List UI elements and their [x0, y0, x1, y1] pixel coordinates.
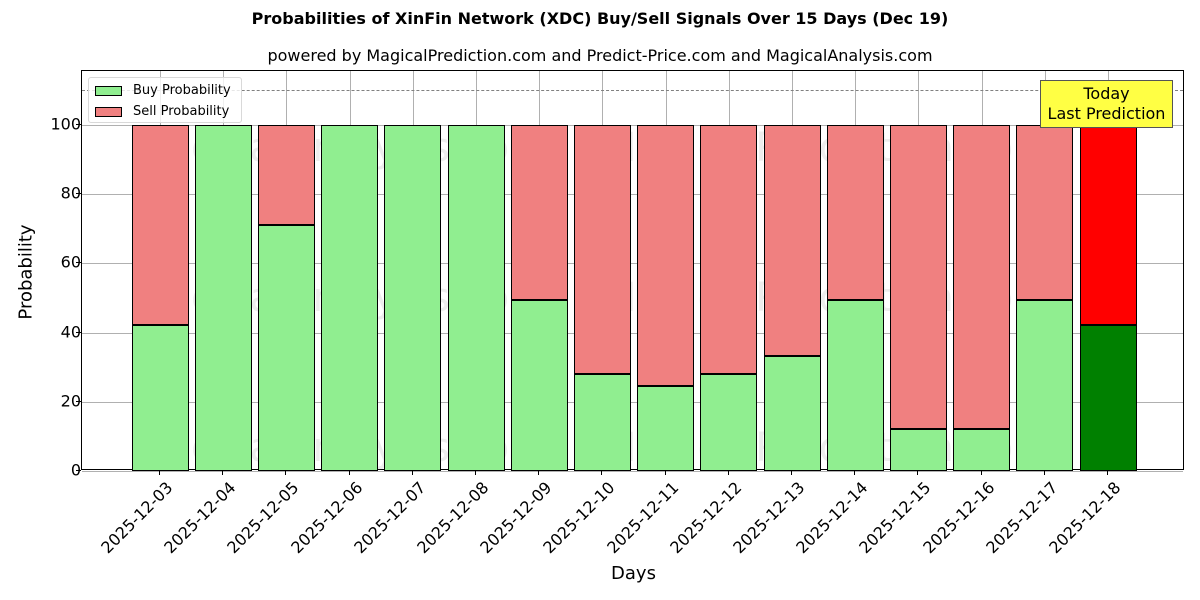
- y-tick-label: 100: [50, 114, 81, 134]
- bar-buy-2025-12-13: [763, 356, 821, 471]
- annotation-line-1: Today: [1083, 84, 1130, 103]
- y-tick-mark: [76, 470, 81, 471]
- x-axis-label: Days: [611, 563, 656, 584]
- legend: Buy Probability Sell Probability: [88, 77, 242, 123]
- x-tick-mark: [538, 470, 540, 475]
- bar-buy-2025-12-08: [447, 125, 505, 471]
- x-tick-mark: [159, 470, 160, 475]
- bar-buy-2025-12-07: [384, 125, 442, 471]
- bar-buy-2025-12-04: [194, 125, 252, 471]
- bar-buy-2025-12-15: [889, 429, 947, 471]
- plot-area: MagicalAnalysis.comMagicalPrediction.com…: [81, 70, 1184, 472]
- sell-swatch-icon: [95, 106, 122, 117]
- legend-label-buy: Buy Probability: [133, 83, 231, 98]
- bar-buy-2025-12-06: [321, 125, 379, 471]
- bar-buy-2025-12-18: [1079, 324, 1137, 471]
- x-tick-mark: [1043, 470, 1045, 475]
- today-annotation: Today Last Prediction: [1040, 80, 1173, 128]
- gridline-horizontal: [82, 125, 1183, 126]
- y-tick-label: 60: [60, 252, 81, 272]
- legend-label-sell: Sell Probability: [133, 104, 230, 119]
- x-tick-mark: [475, 470, 476, 475]
- annotation-line-2: Last Prediction: [1047, 104, 1166, 123]
- y-tick-label: 40: [60, 322, 81, 342]
- bar-buy-2025-12-05: [257, 224, 315, 471]
- x-tick-mark: [854, 470, 856, 475]
- bar-buy-2025-12-11: [637, 385, 695, 471]
- x-tick-mark: [917, 470, 919, 475]
- reference-line: [82, 90, 1183, 92]
- y-tick-label: 20: [60, 391, 81, 411]
- chart-subtitle: powered by MagicalPrediction.com and Pre…: [267, 46, 933, 65]
- y-tick-mark: [76, 124, 81, 125]
- legend-item-sell: Sell Probability: [95, 104, 229, 119]
- x-tick-mark: [348, 470, 350, 475]
- x-tick-mark: [727, 470, 729, 475]
- bar-sell-2025-12-11: [637, 125, 695, 386]
- x-tick-mark: [222, 470, 224, 475]
- x-tick-mark: [411, 470, 413, 475]
- y-axis-label: Probability: [15, 224, 37, 320]
- buy-swatch-icon: [95, 85, 122, 96]
- gridline-horizontal: [82, 263, 1183, 265]
- y-tick-mark: [76, 193, 81, 195]
- bar-buy-2025-12-09: [510, 300, 568, 471]
- bar-sell-2025-12-10: [573, 125, 631, 375]
- bar-buy-2025-12-10: [573, 374, 631, 471]
- bar-sell-2025-12-13: [763, 125, 821, 357]
- bar-sell-2025-12-16: [953, 125, 1011, 430]
- x-tick-mark: [980, 470, 982, 475]
- y-tick-label: 0: [70, 460, 81, 480]
- gridline-horizontal: [82, 332, 1183, 334]
- gridline-horizontal: [82, 471, 1183, 472]
- gridline-horizontal: [82, 194, 1183, 196]
- x-tick-mark: [1107, 470, 1108, 475]
- y-tick-label: 80: [60, 183, 81, 203]
- x-tick-mark: [601, 470, 603, 475]
- bar-buy-2025-12-16: [953, 429, 1011, 471]
- x-tick-mark: [791, 470, 792, 475]
- y-tick-mark: [76, 262, 81, 264]
- x-tick-mark: [664, 470, 666, 475]
- bar-sell-2025-12-18: [1079, 125, 1137, 325]
- x-tick-mark: [285, 470, 287, 475]
- bar-buy-2025-12-14: [826, 300, 884, 471]
- bar-buy-2025-12-17: [1016, 300, 1074, 471]
- bar-sell-2025-12-03: [131, 125, 189, 325]
- y-tick-mark: [76, 331, 81, 333]
- bar-sell-2025-12-09: [510, 125, 568, 301]
- gridline-horizontal: [82, 401, 1183, 403]
- bar-buy-2025-12-03: [131, 324, 189, 471]
- bar-sell-2025-12-05: [257, 125, 315, 225]
- bar-buy-2025-12-12: [700, 374, 758, 471]
- y-tick-mark: [76, 400, 81, 402]
- bar-sell-2025-12-15: [889, 125, 947, 430]
- legend-item-buy: Buy Probability: [95, 83, 231, 98]
- chart-title: Probabilities of XinFin Network (XDC) Bu…: [251, 9, 949, 28]
- bar-sell-2025-12-17: [1016, 125, 1074, 301]
- bar-sell-2025-12-12: [700, 125, 758, 375]
- bar-sell-2025-12-14: [826, 125, 884, 301]
